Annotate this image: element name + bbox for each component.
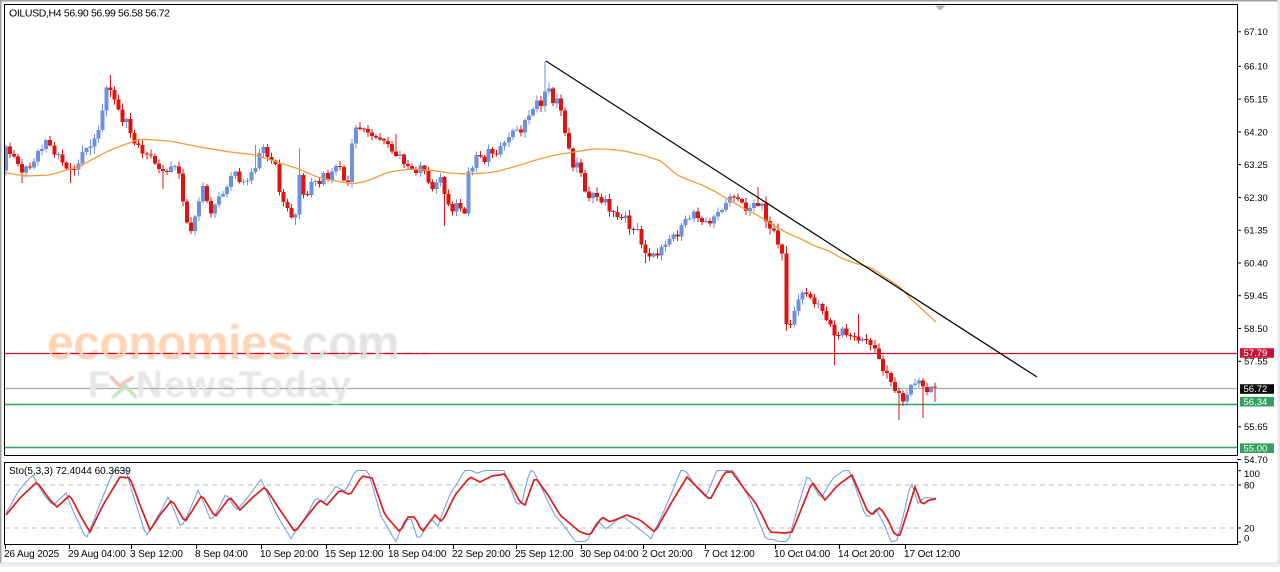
svg-text:59.45: 59.45 [1244, 291, 1268, 302]
svg-text:NewsToday: NewsToday [136, 364, 352, 405]
svg-text:64.20: 64.20 [1244, 127, 1268, 138]
svg-text:56.72: 56.72 [1244, 384, 1268, 395]
svg-text:8 Sep 04:00: 8 Sep 04:00 [195, 549, 248, 560]
svg-text:3 Sep 12:00: 3 Sep 12:00 [130, 549, 183, 560]
svg-text:2 Oct 20:00: 2 Oct 20:00 [642, 549, 693, 560]
svg-text:17 Oct 12:00: 17 Oct 12:00 [904, 549, 961, 560]
svg-text:18 Sep 04:00: 18 Sep 04:00 [388, 549, 447, 560]
svg-text:29 Aug 04:00: 29 Aug 04:00 [68, 549, 126, 560]
svg-text:26 Aug 2025: 26 Aug 2025 [4, 549, 60, 560]
svg-text:55.00: 55.00 [1244, 443, 1268, 454]
svg-text:30 Sep 04:00: 30 Sep 04:00 [580, 549, 639, 560]
svg-text:0: 0 [1244, 533, 1249, 544]
svg-text:61.35: 61.35 [1244, 226, 1268, 237]
svg-text:60.40: 60.40 [1244, 258, 1268, 269]
svg-text:7 Oct 12:00: 7 Oct 12:00 [704, 549, 755, 560]
svg-text:10 Sep 20:00: 10 Sep 20:00 [260, 549, 319, 560]
svg-text:.com: .com [289, 317, 399, 370]
svg-text:economies: economies [47, 317, 293, 370]
svg-text:63.25: 63.25 [1244, 160, 1268, 171]
svg-text:67.10: 67.10 [1244, 27, 1268, 38]
svg-text:F: F [88, 364, 112, 405]
svg-text:56.34: 56.34 [1244, 397, 1268, 408]
svg-text:10 Oct 04:00: 10 Oct 04:00 [774, 549, 831, 560]
svg-text:58.50: 58.50 [1244, 324, 1268, 335]
svg-text:57.79: 57.79 [1244, 348, 1268, 359]
svg-text:25 Sep 12:00: 25 Sep 12:00 [515, 549, 574, 560]
svg-text:55.65: 55.65 [1244, 422, 1268, 433]
svg-text:OILUSD,H4 56.90 56.99 56.58 5: OILUSD,H4 56.90 56.99 56.58 56.72 [9, 8, 170, 20]
svg-text:80: 80 [1244, 480, 1255, 491]
svg-text:66.10: 66.10 [1244, 62, 1268, 73]
svg-text:14 Oct 20:00: 14 Oct 20:00 [838, 549, 895, 560]
svg-text:100: 100 [1244, 469, 1260, 480]
svg-text:Sto(5,3,3) 72.4044 60.3639: Sto(5,3,3) 72.4044 60.3639 [9, 466, 131, 477]
svg-text:15 Sep 12:00: 15 Sep 12:00 [325, 549, 384, 560]
svg-text:65.15: 65.15 [1244, 95, 1268, 106]
svg-text:22 Sep 20:00: 22 Sep 20:00 [452, 549, 511, 560]
svg-text:54.70: 54.70 [1244, 455, 1268, 466]
svg-text:62.30: 62.30 [1244, 193, 1268, 204]
